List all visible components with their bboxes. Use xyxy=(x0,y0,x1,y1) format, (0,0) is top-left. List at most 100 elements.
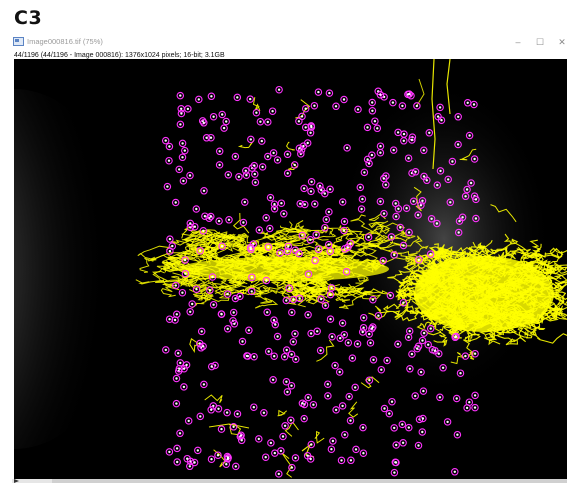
spot-center xyxy=(422,331,426,335)
spot-marker xyxy=(406,365,414,373)
spot-center xyxy=(181,291,184,294)
spot-center xyxy=(241,340,244,343)
spot-center xyxy=(164,139,167,142)
track-line xyxy=(262,241,285,254)
spot-marker xyxy=(380,404,389,413)
spot-marker xyxy=(311,256,319,265)
spot-center xyxy=(302,187,306,190)
spot-center xyxy=(397,207,400,210)
spot-marker xyxy=(380,174,388,183)
window-titlebar[interactable]: Image000816.tif (75%) – ☐ ✕ xyxy=(12,32,567,52)
spot-marker xyxy=(209,112,218,121)
spot-center xyxy=(407,231,411,234)
spot-center xyxy=(234,465,237,468)
spot-marker xyxy=(451,333,459,342)
maximize-button[interactable]: ☐ xyxy=(535,37,545,47)
spot-marker xyxy=(325,208,333,216)
spot-marker xyxy=(263,308,271,317)
play-icon[interactable] xyxy=(14,479,19,483)
spot-center xyxy=(349,419,352,422)
spot-center xyxy=(274,323,277,326)
spot-marker xyxy=(358,328,367,336)
spot-center xyxy=(209,136,213,139)
spot-center xyxy=(252,406,255,409)
spot-marker xyxy=(197,327,206,336)
close-button[interactable]: ✕ xyxy=(558,37,566,47)
spot-center xyxy=(167,159,171,162)
spot-marker xyxy=(399,241,408,250)
spot-marker xyxy=(209,300,218,309)
spot-center xyxy=(181,156,184,159)
spot-marker xyxy=(162,346,170,354)
track-line xyxy=(335,214,374,243)
spot-marker xyxy=(377,365,386,374)
imagej-image-icon xyxy=(13,37,24,46)
spot-center xyxy=(338,370,341,374)
spot-marker xyxy=(383,356,391,365)
spot-center xyxy=(379,151,382,154)
minimize-button[interactable]: – xyxy=(515,37,521,47)
spot-center xyxy=(271,110,274,113)
spot-marker xyxy=(270,352,278,360)
spot-marker xyxy=(418,428,427,436)
spot-center xyxy=(408,329,411,333)
spot-marker xyxy=(317,295,325,303)
spot-center xyxy=(469,181,473,185)
spot-center xyxy=(319,297,323,301)
spot-center xyxy=(468,134,471,137)
spot-center xyxy=(347,341,350,344)
spot-marker xyxy=(200,187,208,195)
spot-center xyxy=(394,202,397,205)
spot-center xyxy=(250,290,253,293)
spot-marker xyxy=(359,423,367,432)
spot-marker xyxy=(255,226,264,234)
spot-marker xyxy=(452,394,461,403)
spot-center xyxy=(439,169,442,173)
spot-marker xyxy=(471,403,479,412)
spot-center xyxy=(454,335,458,338)
spot-marker xyxy=(332,406,340,414)
spot-marker xyxy=(251,178,260,187)
track-line xyxy=(546,247,564,269)
spot-marker xyxy=(280,210,288,218)
spot-marker xyxy=(437,116,446,124)
spot-center xyxy=(385,359,389,362)
spot-center xyxy=(261,165,264,169)
spot-marker xyxy=(186,308,194,316)
slider-track[interactable] xyxy=(52,479,567,483)
spot-marker xyxy=(439,364,447,372)
spot-marker xyxy=(206,286,214,294)
spot-center xyxy=(343,220,346,223)
track-line xyxy=(208,423,250,429)
spot-marker xyxy=(451,468,459,476)
spot-center xyxy=(449,201,452,204)
spot-center xyxy=(371,298,375,301)
spot-marker xyxy=(310,101,319,110)
spot-marker xyxy=(181,256,189,264)
spot-marker xyxy=(321,189,329,198)
image-canvas[interactable] xyxy=(14,59,567,479)
spot-center xyxy=(222,126,226,130)
spot-center xyxy=(458,219,461,223)
spot-marker xyxy=(238,337,247,346)
track-line xyxy=(204,394,223,404)
spot-center xyxy=(189,222,192,225)
spot-center xyxy=(265,216,268,219)
spot-marker xyxy=(307,178,316,186)
spot-marker xyxy=(298,399,307,408)
spot-marker xyxy=(248,164,256,172)
spot-center xyxy=(330,448,333,451)
spot-center xyxy=(345,146,349,150)
spot-marker xyxy=(184,417,193,425)
spot-marker xyxy=(433,219,441,228)
spot-marker xyxy=(223,290,232,298)
spot-marker xyxy=(327,445,336,453)
spot-center xyxy=(244,169,247,172)
spot-center xyxy=(407,426,410,429)
track-line xyxy=(490,204,517,223)
track-line xyxy=(314,430,325,444)
spot-center xyxy=(421,430,424,434)
spot-center xyxy=(202,121,205,124)
spot-center xyxy=(419,370,423,374)
spot-marker xyxy=(264,118,272,126)
